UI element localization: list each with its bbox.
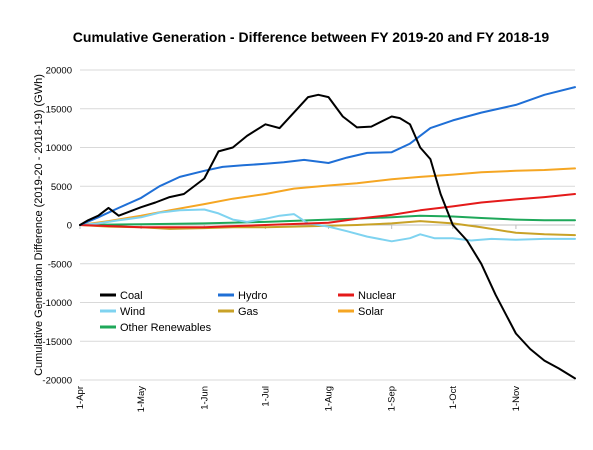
- y-tick-label: -15000: [42, 337, 72, 348]
- y-tick-label: 15000: [46, 104, 72, 115]
- y-tick-label: -5000: [48, 259, 72, 270]
- x-tick-label: 1-Jun: [199, 386, 210, 410]
- y-tick-label: 10000: [46, 143, 72, 154]
- y-axis-ticks: 20000 15000 10000 5000 0 -5000 -10000 -15000 -20…: [42, 66, 72, 387]
- legend-label: Gas: [238, 306, 259, 318]
- legend-label: Coal: [120, 290, 143, 302]
- legend-label: Wind: [120, 306, 145, 318]
- x-tick-label: 1-Jul: [260, 386, 271, 407]
- legend-label: Other Renewables: [120, 322, 212, 334]
- chart-title: Cumulative Generation - Difference betwe…: [73, 29, 550, 45]
- series-line-nuclear: [79, 193, 576, 229]
- x-tick-label: 1-Apr: [75, 386, 86, 409]
- legend-label: Nuclear: [358, 290, 396, 302]
- x-tick-label: 1-Aug: [324, 386, 335, 411]
- y-axis-label: Cumulative Generation Difference (2019-2…: [33, 74, 45, 376]
- series-line-solar: [79, 167, 576, 226]
- y-tick-label: 5000: [51, 182, 72, 193]
- y-tick-label: 20000: [46, 66, 72, 77]
- x-tick-label: 1-Nov: [511, 386, 522, 412]
- x-tick-label: 1-Oct: [448, 386, 459, 410]
- x-tick-label: 1-Sep: [387, 386, 398, 411]
- legend-label: Hydro: [238, 290, 267, 302]
- y-tick-label: -10000: [42, 298, 72, 309]
- series-line-hydro: [79, 86, 576, 226]
- legend: Coal Hydro Nuclear Wind Gas Solar Other Renewa…: [100, 290, 396, 334]
- x-tick-label: 1-May: [136, 386, 147, 413]
- legend-label: Solar: [358, 306, 384, 318]
- y-tick-label: -20000: [42, 376, 72, 387]
- y-tick-label: 0: [67, 221, 72, 232]
- series-line-coal: [79, 93, 576, 380]
- series-lines: [79, 86, 576, 380]
- x-axis-ticks: 1-Apr 1-May 1-Jun 1-Jul 1-Aug 1-Sep 1-Oct 1-Nov: [75, 386, 522, 413]
- series-line-other-renewables: [79, 214, 576, 226]
